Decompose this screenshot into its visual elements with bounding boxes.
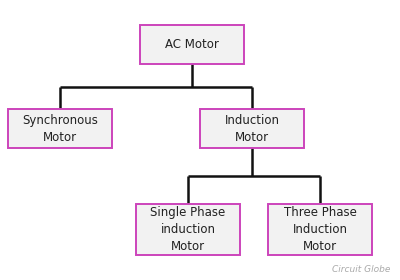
FancyBboxPatch shape xyxy=(140,25,244,64)
Text: Synchronous
Motor: Synchronous Motor xyxy=(22,114,98,144)
Text: Three Phase
Induction
Motor: Three Phase Induction Motor xyxy=(284,206,356,253)
Text: Single Phase
induction
Motor: Single Phase induction Motor xyxy=(150,206,226,253)
Text: AC Motor: AC Motor xyxy=(165,38,219,51)
FancyBboxPatch shape xyxy=(200,109,304,148)
Text: Circuit Globe: Circuit Globe xyxy=(332,265,390,274)
FancyBboxPatch shape xyxy=(136,204,240,255)
FancyBboxPatch shape xyxy=(268,204,372,255)
Text: Induction
Motor: Induction Motor xyxy=(224,114,280,144)
FancyBboxPatch shape xyxy=(8,109,112,148)
